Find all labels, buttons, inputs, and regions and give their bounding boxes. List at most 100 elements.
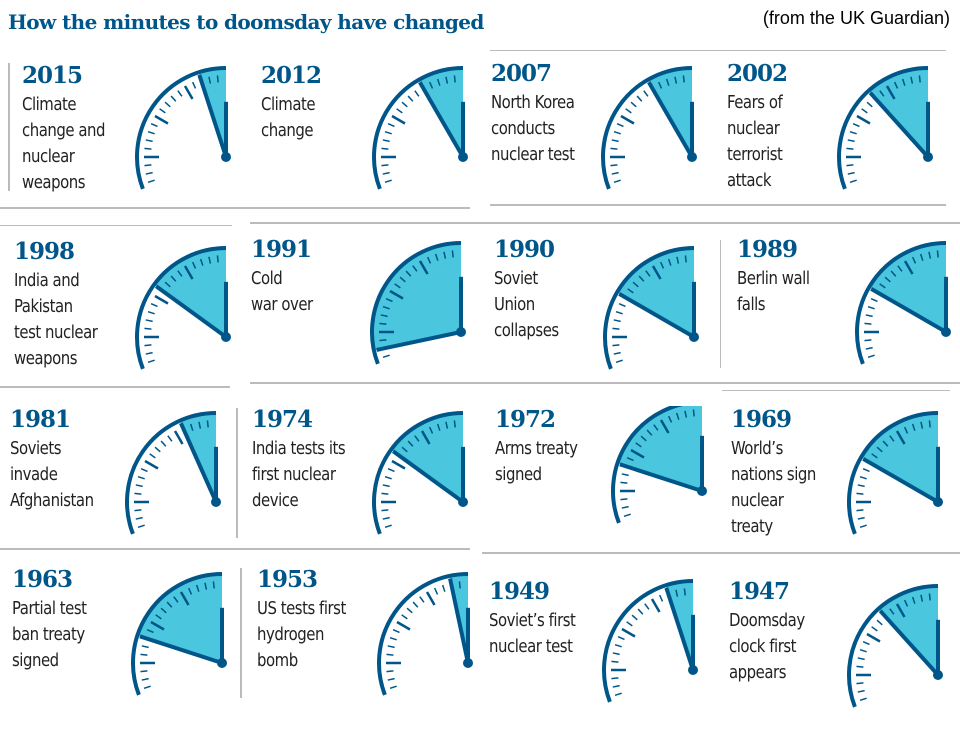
clock-pivot	[221, 332, 231, 342]
minute-tick	[856, 509, 864, 512]
clock-pivot	[456, 327, 466, 337]
year-label: 1989	[737, 236, 798, 263]
minute-tick	[640, 435, 647, 442]
minute-tick	[145, 139, 153, 143]
minute-tick	[659, 419, 670, 434]
minute-tick	[614, 643, 622, 648]
minute-tick	[382, 516, 390, 520]
minutes-fill-wedge	[616, 248, 694, 337]
clock-pivot	[211, 497, 221, 507]
minute-tick	[626, 621, 633, 627]
year-label: 1981	[10, 406, 71, 433]
minute-tick	[382, 484, 390, 488]
minute-tick	[177, 90, 183, 97]
minute-tick	[208, 76, 212, 84]
minute-tick	[895, 603, 906, 618]
minute-tick	[630, 101, 637, 108]
clock-panel: 1969 World’s nations sign nuclear treaty	[731, 406, 960, 566]
minute-tick	[183, 85, 194, 100]
event-description: North Korea conducts nuclear test	[491, 92, 575, 165]
minute-tick	[903, 426, 909, 434]
minute-tick	[911, 256, 917, 264]
minute-tick	[143, 685, 151, 690]
minute-tick	[614, 692, 622, 697]
year-label: 1947	[729, 578, 790, 605]
minute-tick	[160, 440, 167, 447]
minute-tick	[419, 596, 425, 603]
doomsday-clock-dial	[855, 241, 951, 365]
minute-tick	[621, 505, 629, 509]
minute-tick	[155, 614, 162, 620]
minute-tick	[636, 95, 643, 102]
dial-rim	[131, 572, 223, 696]
doomsday-clock-dial	[837, 66, 933, 190]
minute-tick	[610, 164, 618, 167]
clock-panel: 1947 Doomsday clock first appears	[729, 578, 960, 738]
event-description: Cold war over	[251, 268, 313, 315]
minute-tick	[615, 310, 623, 315]
minute-tick	[658, 594, 664, 602]
minute-tick	[846, 164, 854, 167]
minute-tick	[643, 90, 649, 97]
minute-hand	[868, 91, 930, 159]
minute-tick	[198, 421, 202, 429]
event-description: Climate change	[261, 94, 316, 141]
minute-tick	[857, 657, 865, 661]
clock-pivot	[458, 152, 468, 162]
minute-tick	[150, 620, 165, 631]
minute-tick	[381, 164, 389, 167]
minute-tick	[387, 122, 395, 128]
clock-pivot	[933, 670, 943, 680]
minute-tick	[676, 256, 680, 264]
clock-panel: 1974 India tests its first nuclear devic…	[252, 406, 484, 566]
minute-tick	[865, 314, 873, 318]
minute-tick	[384, 524, 392, 529]
event-description: Fears of nuclear terrorist attack	[727, 92, 783, 191]
minute-tick	[396, 620, 411, 631]
minute-tick	[436, 423, 441, 431]
minute-tick	[381, 147, 389, 150]
minute-tick	[611, 660, 619, 663]
minute-tick	[650, 598, 661, 613]
minute-tick	[170, 275, 177, 282]
divider	[0, 225, 232, 226]
minute-tick	[384, 475, 392, 480]
minute-tick	[164, 101, 171, 108]
clock-panel: 1998 India and Pakistan test nuclear wea…	[14, 238, 246, 398]
minute-tick	[667, 258, 672, 266]
dial-rim	[855, 241, 947, 365]
clock-panel: 1981 Soviets invade Afghanistan	[10, 406, 242, 566]
minute-hand	[154, 284, 228, 339]
minute-tick	[414, 435, 420, 442]
dial-rim	[611, 406, 684, 524]
doomsday-clock-dial	[602, 579, 698, 703]
dial-rim	[837, 66, 929, 190]
minute-tick	[859, 697, 867, 702]
minute-tick	[167, 435, 173, 442]
minute-tick	[893, 81, 899, 89]
clock-pivot	[923, 152, 933, 162]
minute-tick	[867, 305, 875, 310]
minute-tick	[882, 440, 889, 447]
minute-tick	[612, 344, 620, 347]
minute-tick	[859, 475, 867, 480]
minute-tick	[857, 516, 865, 520]
divider	[250, 222, 960, 224]
minutes-fill-wedge	[371, 243, 461, 351]
minute-tick	[412, 265, 418, 272]
minute-tick	[620, 114, 635, 125]
minute-tick	[391, 114, 406, 125]
year-label: 1969	[731, 406, 792, 433]
minute-tick	[159, 108, 166, 114]
minute-tick	[453, 75, 456, 83]
minute-tick	[394, 283, 401, 289]
minutes-fill-wedge	[868, 68, 928, 157]
minute-tick	[884, 276, 891, 283]
minute-tick	[610, 147, 618, 150]
divider	[250, 382, 960, 384]
year-label: 2015	[22, 62, 83, 89]
divider	[0, 548, 470, 550]
dial-rim	[847, 411, 939, 535]
event-description: Partial test ban treaty signed	[12, 598, 87, 671]
minute-tick	[386, 670, 394, 673]
